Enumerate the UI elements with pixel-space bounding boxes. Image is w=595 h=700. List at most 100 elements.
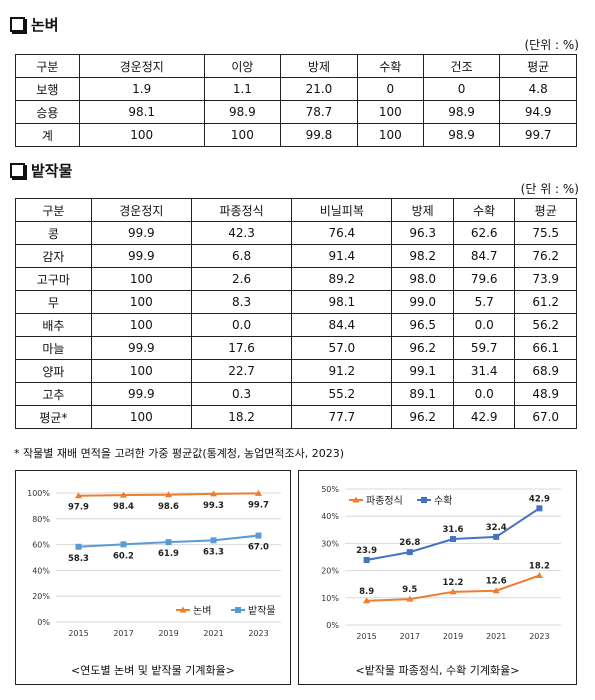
table-cell: 56.2 bbox=[514, 313, 577, 337]
table-cell: 57.0 bbox=[291, 336, 393, 360]
data-point bbox=[165, 539, 172, 546]
table-cell: 99.9 bbox=[90, 221, 192, 245]
data-point bbox=[255, 532, 262, 539]
table-row: 계 100 100 99.8 100 98.9 99.7 bbox=[15, 123, 577, 147]
table-row: 감자 99.9 6.8 91.4 98.2 84.7 76.2 bbox=[15, 244, 577, 268]
table-cell: 98.0 bbox=[391, 267, 454, 291]
table-cell: 75.5 bbox=[514, 221, 577, 245]
table-row: 고구마 100 2.6 89.2 98.0 79.6 73.9 bbox=[15, 267, 577, 291]
table-row: 평균* 100 18.2 77.7 96.2 42.9 67.0 bbox=[15, 405, 577, 429]
column-header: 건조 bbox=[422, 54, 501, 78]
table-cell: 99.7 bbox=[499, 123, 577, 147]
table-cell: 96.3 bbox=[391, 221, 454, 245]
legend-label: 밭작물 bbox=[248, 605, 276, 617]
table-cell: 62.6 bbox=[452, 221, 516, 245]
table-cell: 76.4 bbox=[291, 221, 393, 245]
table-cell: 98.9 bbox=[422, 100, 501, 124]
y-tick-label: 40% bbox=[321, 512, 339, 521]
row-label: 승용 bbox=[15, 100, 80, 124]
table-cell: 91.2 bbox=[291, 359, 393, 383]
checkbox-icon bbox=[10, 163, 25, 178]
table-cell: 99.1 bbox=[391, 359, 454, 383]
section1-unit: (단위 : %) bbox=[524, 38, 579, 52]
legend-marker bbox=[421, 497, 427, 503]
table-cell: 1.1 bbox=[203, 77, 282, 101]
table-cell: 55.2 bbox=[291, 382, 393, 406]
data-label: 61.9 bbox=[158, 549, 179, 559]
x-tick-label: 2021 bbox=[203, 629, 223, 638]
table-cell: 91.4 bbox=[291, 244, 393, 268]
table-cell: 89.1 bbox=[391, 382, 454, 406]
y-tick-label: 30% bbox=[321, 539, 339, 548]
column-header: 수확 bbox=[356, 54, 424, 78]
table-cell: 99.9 bbox=[90, 382, 192, 406]
table-cell: 100 bbox=[356, 123, 424, 147]
data-point bbox=[120, 491, 127, 498]
table-cell: 0.3 bbox=[190, 382, 293, 406]
data-label: 32.4 bbox=[486, 523, 507, 533]
table-row: 보행 1.9 1.1 21.0 0 0 4.8 bbox=[15, 77, 577, 101]
table-cell: 66.1 bbox=[514, 336, 577, 360]
table-cell: 100 bbox=[203, 123, 282, 147]
x-tick-label: 2017 bbox=[400, 632, 420, 641]
y-tick-label: 50% bbox=[321, 485, 339, 494]
row-label: 평균* bbox=[15, 405, 92, 429]
chart2-caption: <밭작물 파종정식, 수확 기계화율> bbox=[355, 664, 520, 677]
column-header: 경운정지 bbox=[78, 54, 205, 78]
row-label: 무 bbox=[15, 290, 92, 314]
table-cell: 0 bbox=[356, 77, 424, 101]
table-cell: 78.7 bbox=[280, 100, 358, 124]
table-cell: 100 bbox=[90, 405, 192, 429]
legend-label: 수확 bbox=[434, 495, 452, 507]
table-cell: 0.0 bbox=[452, 313, 516, 337]
column-header: 수확 bbox=[452, 198, 516, 222]
row-label: 감자 bbox=[15, 244, 92, 268]
data-label: 67.0 bbox=[248, 543, 269, 553]
table-cell: 100 bbox=[90, 359, 192, 383]
x-tick-label: 2023 bbox=[529, 632, 549, 641]
row-label: 마늘 bbox=[15, 336, 92, 360]
y-tick-label: 80% bbox=[32, 515, 50, 524]
section2-title-text: 밭작물 bbox=[31, 162, 73, 180]
table-cell: 0.0 bbox=[190, 313, 293, 337]
data-label: 9.5 bbox=[402, 585, 417, 595]
y-tick-label: 20% bbox=[32, 592, 50, 601]
table-cell: 100 bbox=[90, 290, 192, 314]
y-tick-label: 40% bbox=[32, 566, 50, 575]
y-tick-label: 0% bbox=[326, 621, 339, 630]
table-cell: 84.7 bbox=[452, 244, 516, 268]
table-cell: 4.8 bbox=[499, 77, 577, 101]
section1-title: 논벼 bbox=[10, 14, 59, 35]
table-cell: 0.0 bbox=[452, 382, 516, 406]
data-point bbox=[165, 491, 172, 498]
checkbox-icon bbox=[10, 17, 25, 32]
column-header: 평균 bbox=[514, 198, 577, 222]
row-label: 배추 bbox=[15, 313, 92, 337]
data-point bbox=[492, 587, 500, 594]
data-point bbox=[450, 536, 456, 543]
table-cell: 99.0 bbox=[391, 290, 454, 314]
table-cell: 76.2 bbox=[514, 244, 577, 268]
table-cell: 98.2 bbox=[391, 244, 454, 268]
section1-title-text: 논벼 bbox=[31, 16, 59, 34]
row-label: 양파 bbox=[15, 359, 92, 383]
table-cell: 98.1 bbox=[78, 100, 205, 124]
table-cell: 99.8 bbox=[280, 123, 358, 147]
chart2-box: 0% 10% 20% 30% 40% 50% 2015 2017 2019 2021 2023 8.9… bbox=[298, 470, 577, 685]
data-point bbox=[210, 490, 217, 497]
legend-marker bbox=[352, 496, 360, 503]
table-cell: 31.4 bbox=[452, 359, 516, 383]
row-label: 콩 bbox=[15, 221, 92, 245]
table-cell: 84.4 bbox=[291, 313, 393, 337]
column-header: 방제 bbox=[391, 198, 454, 222]
data-label: 58.3 bbox=[68, 554, 89, 564]
data-point bbox=[406, 549, 413, 556]
table-row: 무 100 8.3 98.1 99.0 5.7 61.2 bbox=[15, 290, 577, 314]
data-label: 97.9 bbox=[68, 503, 89, 513]
legend-label: 논벼 bbox=[193, 605, 211, 617]
data-point bbox=[449, 588, 457, 595]
table-footnote: * 작물별 재배 면적을 고려한 가중 평균값(통계청, 농업면적조사, 202… bbox=[14, 447, 345, 460]
table-cell: 59.7 bbox=[452, 336, 516, 360]
chart1-box: 0% 20% 40% 60% 80% 100% 2015 2017 2019 2021 2023 97… bbox=[15, 470, 291, 685]
table-cell: 22.7 bbox=[190, 359, 293, 383]
